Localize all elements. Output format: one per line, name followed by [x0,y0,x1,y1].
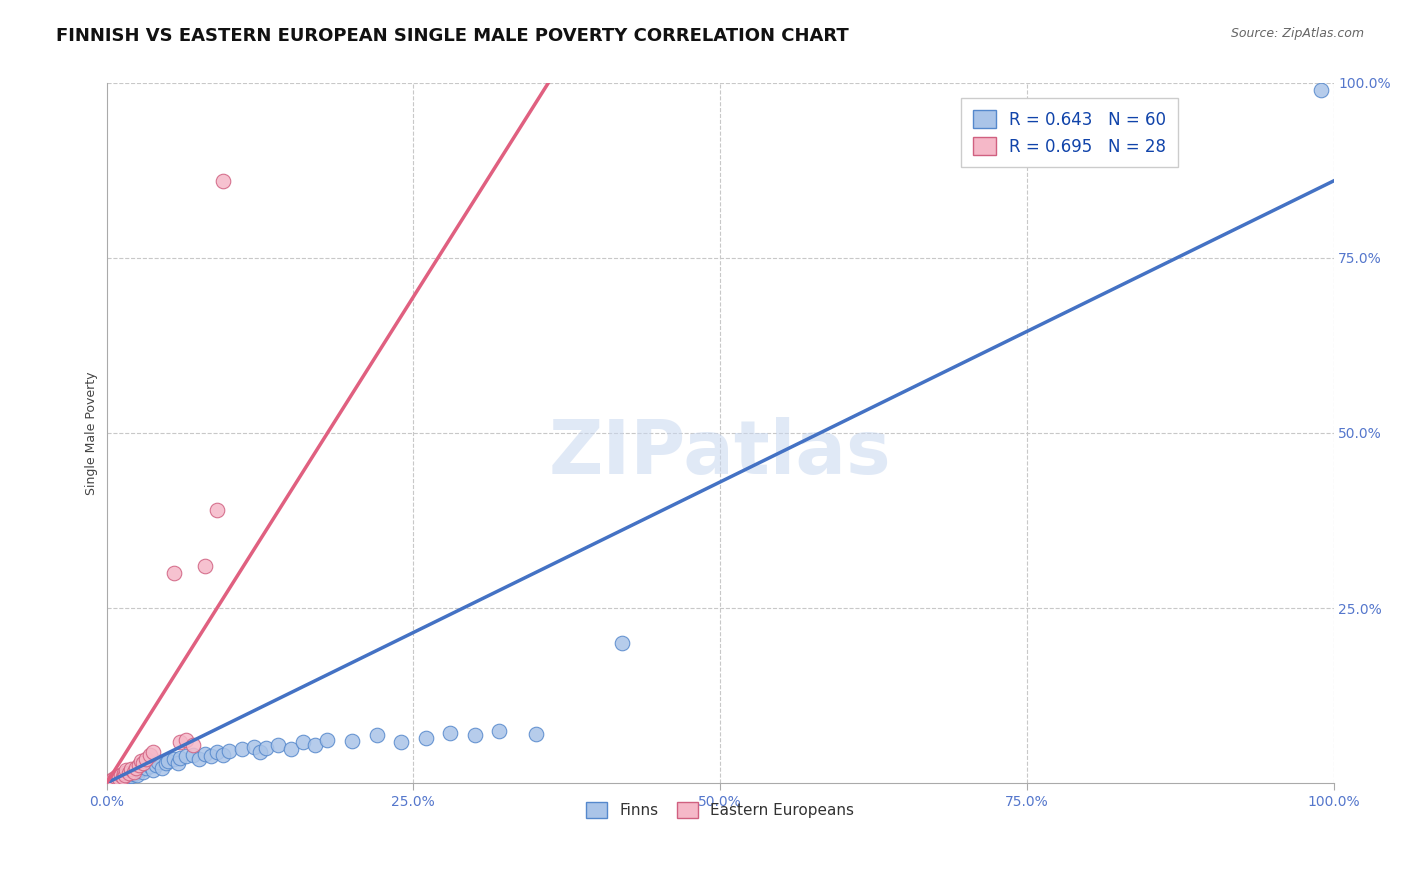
Point [200,749,222,764]
Point [218,744,240,758]
Point [524,727,547,741]
Point [108,773,131,788]
Point [115,767,138,781]
Point [488,723,510,738]
Point [101,772,124,786]
Point [267,738,290,752]
Point [142,763,165,777]
Point [118,766,141,780]
Y-axis label: Single Male Poverty: Single Male Poverty [86,371,98,495]
Point [117,771,139,785]
Point [105,771,128,785]
Point [127,767,149,781]
Point [111,769,134,783]
Legend: Finns, Eastern Europeans: Finns, Eastern Europeans [579,796,860,824]
Point [194,559,217,574]
Point [132,764,155,779]
Point [205,503,228,517]
Point [176,732,198,747]
Point [129,754,152,768]
Point [135,751,157,765]
Point [146,755,169,769]
Point [101,773,124,788]
Point [112,765,135,780]
Point [107,772,129,787]
Point [120,769,142,783]
Point [120,762,142,776]
Point [98,773,121,788]
Point [115,764,138,778]
Point [107,769,129,783]
Point [132,756,155,771]
Text: Source: ZipAtlas.com: Source: ZipAtlas.com [1230,27,1364,40]
Point [169,735,191,749]
Point [231,742,253,756]
Point [112,772,135,786]
Point [610,636,633,650]
Point [415,731,437,745]
Point [316,732,339,747]
Point [156,754,179,768]
Point [122,764,145,779]
Point [118,768,141,782]
Point [1310,83,1333,97]
Point [212,747,235,762]
Point [142,745,165,759]
Point [114,770,136,784]
Point [169,751,191,765]
Point [389,735,412,749]
Point [110,767,132,781]
Point [98,774,121,789]
Point [163,752,186,766]
Point [128,764,150,778]
Point [129,762,152,776]
Point [181,738,204,752]
Point [291,735,314,749]
Point [150,761,173,775]
Point [194,747,217,761]
Point [105,772,128,786]
Point [464,728,486,742]
Point [181,747,204,762]
Point [114,768,136,782]
Point [125,761,148,775]
Point [187,751,209,765]
Point [104,773,127,788]
Point [110,771,132,785]
Point [145,757,167,772]
Point [103,773,125,788]
Point [155,756,177,771]
Point [118,766,141,780]
Point [108,771,131,785]
Point [254,741,277,756]
Point [138,747,160,762]
Point [124,764,146,779]
Point [280,742,302,756]
Text: FINNISH VS EASTERN EUROPEAN SINGLE MALE POVERTY CORRELATION CHART: FINNISH VS EASTERN EUROPEAN SINGLE MALE … [56,27,849,45]
Point [108,771,131,785]
Point [340,734,363,748]
Text: ZIPatlas: ZIPatlas [548,417,891,491]
Point [122,767,145,781]
Point [249,745,271,759]
Point [163,566,186,580]
Point [111,770,134,784]
Point [243,739,266,754]
Point [166,756,188,771]
Point [366,728,388,742]
Point [212,174,235,188]
Point [176,749,198,764]
Point [304,738,326,752]
Point [135,761,157,775]
Point [439,725,461,739]
Point [205,745,228,759]
Point [138,759,160,773]
Point [128,757,150,772]
